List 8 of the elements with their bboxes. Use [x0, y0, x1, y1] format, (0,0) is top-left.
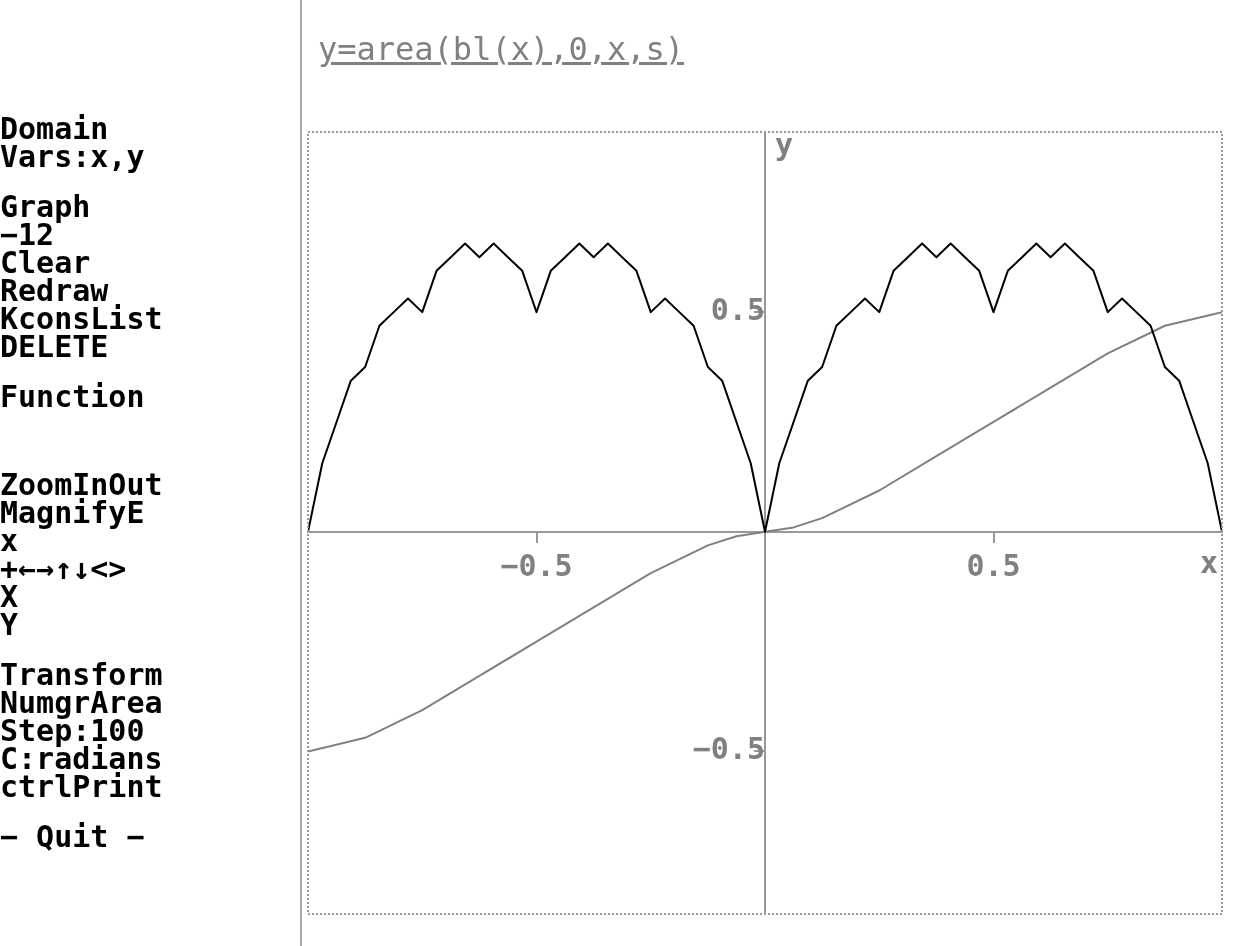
- x-axis-title: x: [1199, 544, 1218, 580]
- y-axis-title: y: [775, 126, 794, 162]
- text: Graph: [0, 189, 92, 224]
- text: Transform: [0, 657, 164, 692]
- text: ctrlPrint: [0, 769, 164, 804]
- text: Function: [0, 379, 146, 414]
- text: − Quit −: [0, 819, 146, 854]
- chart-title: y=area(bl(x),0,x,s): [318, 30, 685, 68]
